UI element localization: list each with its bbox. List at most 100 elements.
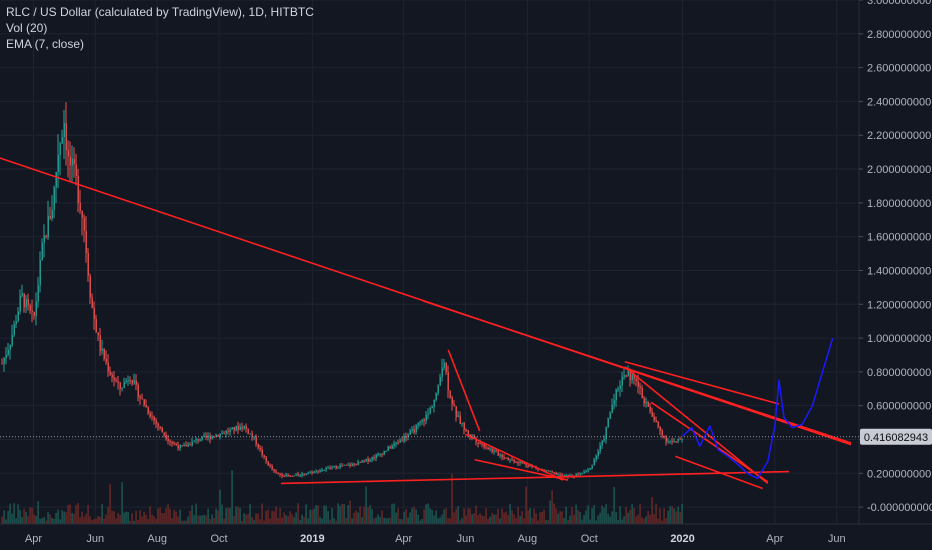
volume-bar xyxy=(399,519,401,524)
volume-bar xyxy=(253,519,255,524)
candle-body xyxy=(119,382,121,389)
volume-bar xyxy=(223,518,225,524)
candle-body xyxy=(223,433,225,435)
volume-bar xyxy=(191,505,193,524)
volume-bar xyxy=(441,514,443,524)
candle-body xyxy=(543,469,545,471)
candle-body xyxy=(401,440,403,442)
candle-body xyxy=(283,476,285,478)
volume-bar xyxy=(289,511,291,524)
volume-bar xyxy=(59,519,61,524)
candle-body xyxy=(487,447,489,450)
candle-body xyxy=(75,164,77,177)
volume-bar xyxy=(263,520,265,524)
candle-body xyxy=(377,453,379,455)
time-axis[interactable]: Apr Jun Aug Oct 2019 Apr Jun Aug Oct 2020 Apr Jun xyxy=(25,533,846,545)
volume-bar xyxy=(219,489,221,524)
candle-body xyxy=(639,387,641,389)
candle-body xyxy=(413,429,415,433)
candle-body xyxy=(657,422,659,427)
candle-body xyxy=(137,384,139,397)
candle-body xyxy=(61,137,63,144)
volume-bars xyxy=(1,470,683,524)
volume-bar xyxy=(71,513,73,524)
volume-bar xyxy=(521,511,523,524)
volume-bar xyxy=(315,505,317,524)
candle-body xyxy=(589,468,591,470)
candle-body xyxy=(247,428,249,434)
candle-body xyxy=(505,457,507,459)
volume-bar xyxy=(57,509,59,524)
volume-bar xyxy=(267,509,269,524)
volume-bar xyxy=(455,509,457,524)
volume-bar xyxy=(307,518,309,524)
volume-bar xyxy=(495,514,497,524)
volume-bar xyxy=(477,515,479,524)
candle-body xyxy=(45,235,47,238)
candle-body xyxy=(597,451,599,456)
candle-body xyxy=(495,450,497,452)
candle-body xyxy=(71,158,73,166)
volume-bar xyxy=(585,510,587,524)
candle-body xyxy=(631,374,633,381)
volume-bar xyxy=(7,510,9,524)
candle-body xyxy=(397,442,399,444)
volume-bar xyxy=(333,518,335,524)
candle-body xyxy=(405,436,407,438)
candle-body xyxy=(441,367,443,377)
volume-bar xyxy=(497,508,499,524)
volume-bar xyxy=(31,507,33,524)
candle-body xyxy=(197,439,199,441)
volume-bar xyxy=(543,509,545,524)
candle-body xyxy=(387,446,389,451)
volume-bar xyxy=(171,517,173,524)
volume-bar xyxy=(113,511,115,524)
volume-bar xyxy=(147,518,149,524)
volume-bar xyxy=(647,511,649,524)
volume-bar xyxy=(447,518,449,524)
candle-body xyxy=(499,454,501,456)
volume-bar xyxy=(375,517,377,524)
candle-body xyxy=(393,443,395,446)
candle-body xyxy=(591,465,593,469)
candle-body xyxy=(37,285,39,302)
volume-bar xyxy=(623,516,625,524)
candle-body xyxy=(187,444,189,447)
ema-indicator-label[interactable]: EMA (7, close) xyxy=(6,37,85,51)
candle-body xyxy=(363,460,365,462)
candle-body xyxy=(91,297,93,309)
volume-bar xyxy=(611,511,613,524)
candle-body xyxy=(249,433,251,435)
volume-bar xyxy=(651,496,653,524)
candle-body xyxy=(507,458,509,460)
candle-body xyxy=(573,476,575,478)
volume-indicator-label[interactable]: Vol (20) xyxy=(6,21,48,35)
volume-bar xyxy=(407,517,409,524)
candle-body xyxy=(171,442,173,444)
volume-bar xyxy=(291,514,293,524)
volume-bar xyxy=(99,516,101,524)
volume-bar xyxy=(75,505,77,524)
candle-body xyxy=(309,471,311,473)
volume-bar xyxy=(157,508,159,524)
trendline xyxy=(624,366,769,485)
volume-bar xyxy=(265,510,267,524)
volume-bar xyxy=(417,514,419,524)
candle-body xyxy=(595,455,597,460)
volume-bar xyxy=(327,511,329,524)
volume-bar xyxy=(189,510,191,524)
candle-body xyxy=(427,413,429,415)
volume-bar xyxy=(55,512,57,524)
volume-bar xyxy=(277,517,279,524)
candle-body xyxy=(49,215,51,219)
price-tick-label: 1.200000000 xyxy=(867,299,931,311)
volume-bar xyxy=(343,504,345,524)
candle-body xyxy=(313,471,315,473)
candle-body xyxy=(29,305,31,311)
candle-body xyxy=(621,376,623,386)
volume-bar xyxy=(239,507,241,524)
candle-body xyxy=(281,474,283,477)
symbol-title[interactable]: RLC / US Dollar (calculated by TradingVi… xyxy=(6,5,314,19)
volume-bar xyxy=(129,520,131,524)
